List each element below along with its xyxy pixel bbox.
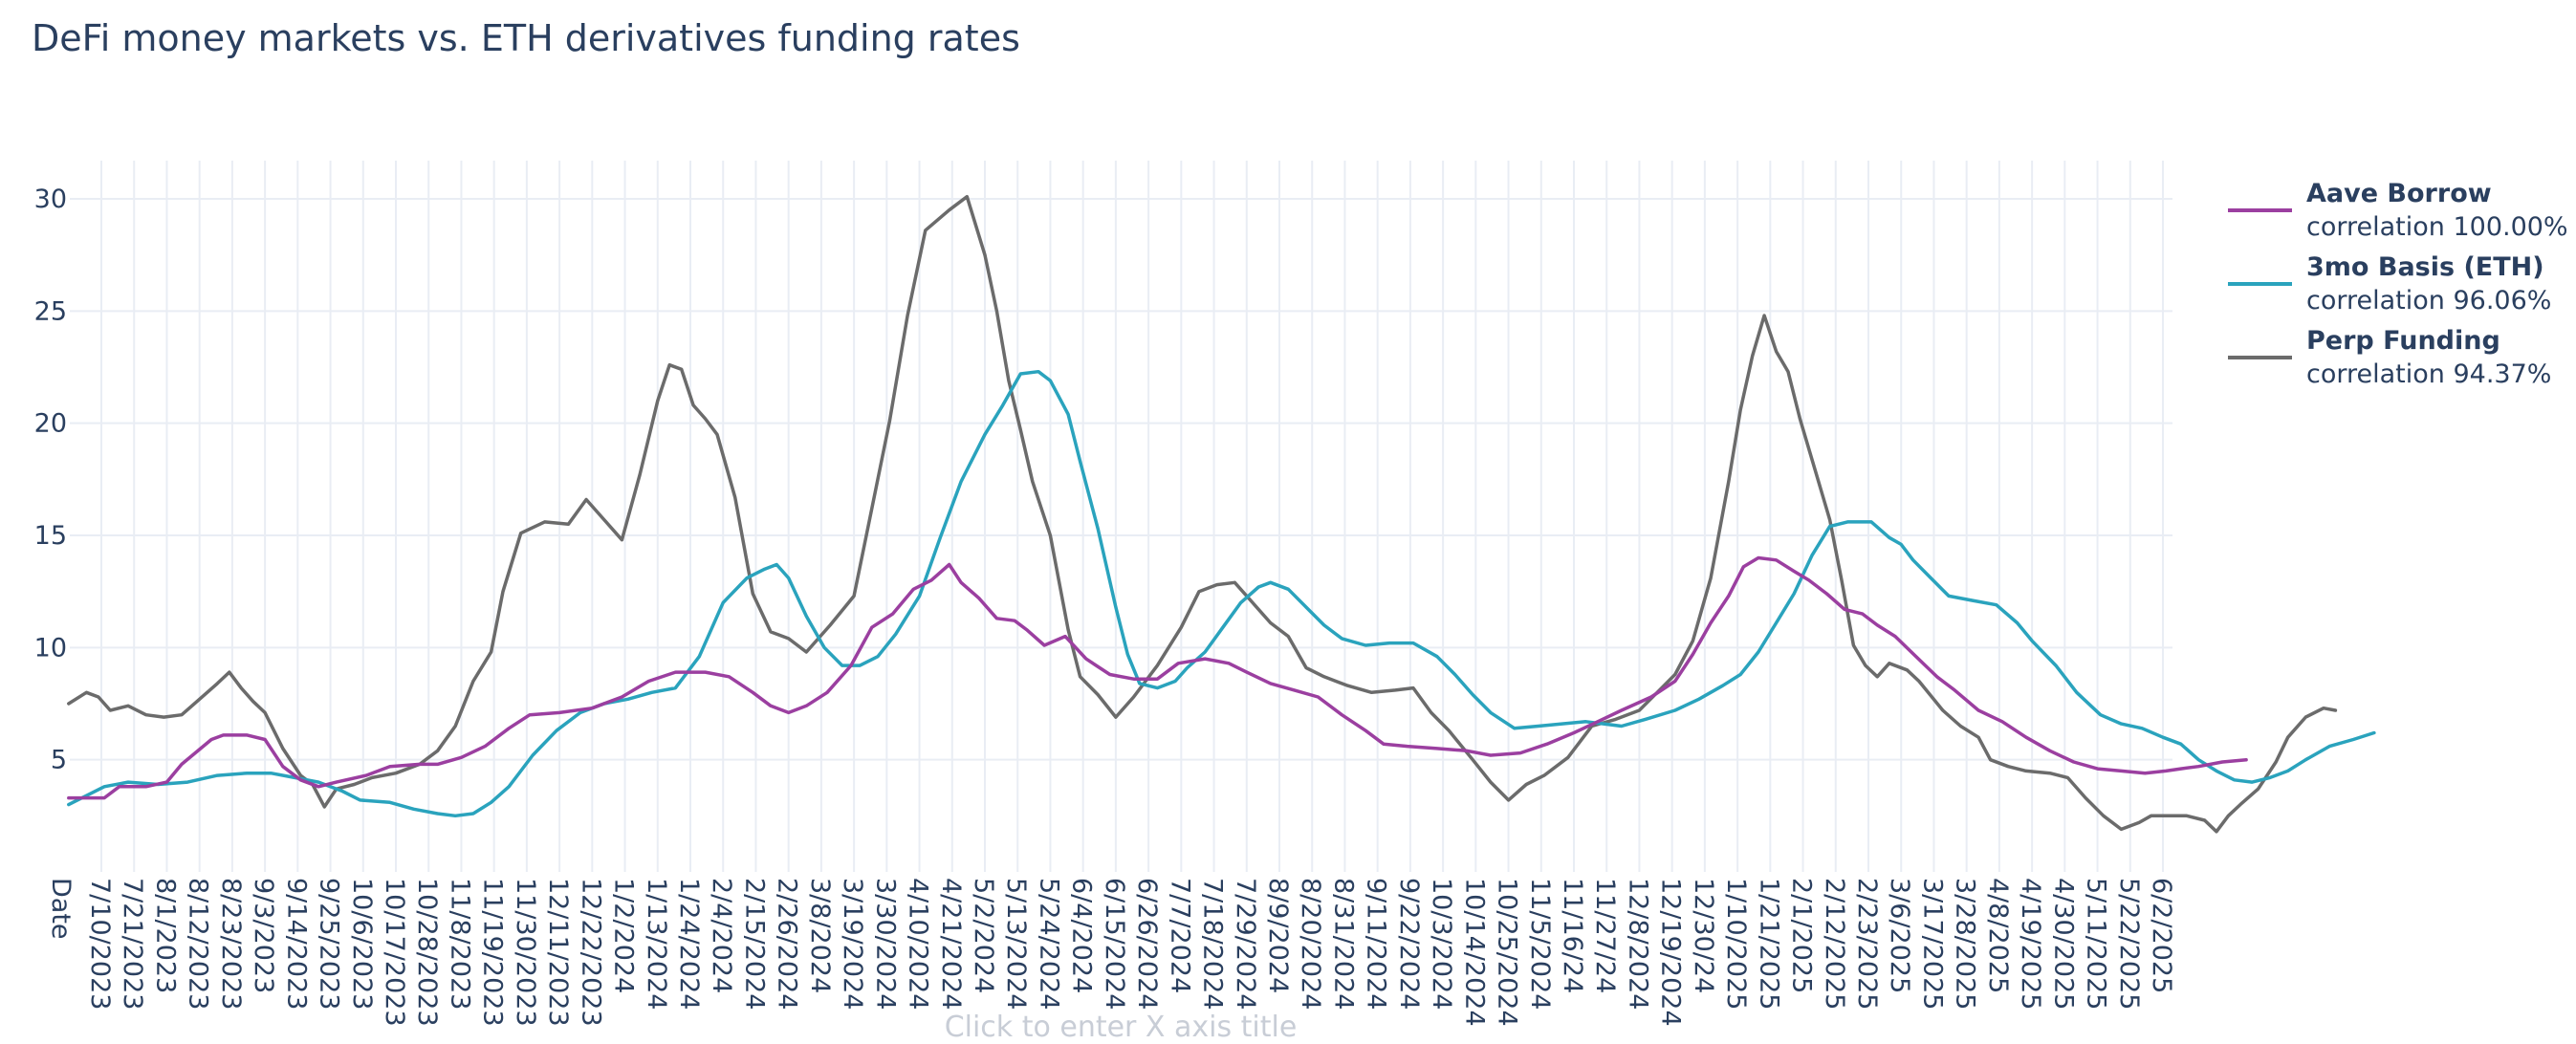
x-tick-label: 4/21/2024 — [936, 878, 966, 1010]
x-tick-label: 10/3/2024 — [1427, 878, 1456, 1010]
x-tick-label: 9/3/2023 — [249, 878, 278, 993]
x-tick-label: 12/11/2023 — [543, 878, 573, 1027]
chart-title: DeFi money markets vs. ETH derivatives f… — [32, 17, 1020, 59]
x-tick-label: 1/21/2025 — [1754, 878, 1783, 1010]
x-tick-label: 8/1/2023 — [150, 878, 180, 993]
x-tick-label: 7/18/2024 — [1198, 878, 1228, 1010]
y-tick-label: 10 — [34, 633, 67, 663]
x-tick-label: 11/8/2023 — [445, 878, 474, 1010]
y-tick-label: 5 — [51, 746, 67, 775]
x-tick-label: 5/13/2024 — [1001, 878, 1031, 1010]
x-tick-label: 10/6/2023 — [347, 878, 377, 1010]
x-tick-label: 2/15/2024 — [739, 878, 769, 1010]
x-axis-date-label: Date — [46, 878, 76, 940]
legend-series-name: Perp Funding — [2306, 326, 2500, 356]
x-tick-label: 9/22/2024 — [1394, 878, 1424, 1010]
x-tick-label: 10/17/2023 — [380, 878, 409, 1027]
x-tick-label: 2/4/2024 — [707, 878, 736, 993]
legend-correlation: correlation 94.37% — [2306, 359, 2551, 389]
legend-item[interactable]: Aave Borrow correlation 100.00% — [2228, 179, 2568, 242]
x-tick-label: 2/1/2025 — [1787, 878, 1817, 993]
x-tick-label: 5/11/2025 — [2082, 878, 2111, 1010]
x-tick-label: 3/17/2025 — [1917, 878, 1947, 1010]
x-tick-label: 8/31/2024 — [1328, 878, 1358, 1010]
legend-item[interactable]: 3mo Basis (ETH) correlation 96.06% — [2228, 252, 2551, 315]
x-tick-label: 11/30/2023 — [511, 878, 540, 1027]
x-tick-label: 3/30/2024 — [870, 878, 900, 1010]
x-tick-label: 11/27/24 — [1590, 878, 1620, 993]
x-tick-label: 1/10/2025 — [1721, 878, 1751, 1010]
x-tick-label: 3/28/2025 — [1951, 878, 1980, 1010]
x-axis-title-placeholder[interactable]: Click to enter X axis title — [945, 1011, 1298, 1044]
x-tick-label: 6/26/2024 — [1132, 878, 1162, 1010]
y-tick-label: 30 — [34, 185, 67, 214]
y-gridlines — [70, 198, 2172, 761]
x-tick-label: 4/19/2025 — [2016, 878, 2045, 1010]
y-tick-label: 15 — [34, 521, 67, 551]
x-tick-label: 5/24/2024 — [1034, 878, 1063, 1010]
legend-series-name: 3mo Basis (ETH) — [2306, 252, 2544, 282]
x-tick-label: 1/2/2024 — [609, 878, 639, 993]
series-line-3mo-basis-eth — [67, 369, 2376, 818]
x-tick-label: 5/2/2024 — [969, 878, 998, 993]
x-tick-label: 6/2/2025 — [2147, 878, 2176, 993]
series-line-aave-borrow — [67, 555, 2248, 800]
x-tick-label: 9/25/2023 — [315, 878, 344, 1010]
series-line-perp-funding — [67, 194, 2338, 834]
x-axis-ticks: 7/10/2023 7/21/2023 8/1/2023 8/12/2023 8/23/… — [85, 878, 2176, 1027]
x-tick-label: 10/25/2024 — [1493, 878, 1522, 1027]
x-tick-label: 1/13/2024 — [642, 878, 671, 1010]
x-tick-label: 10/14/2024 — [1459, 878, 1489, 1027]
x-tick-label: 5/22/2025 — [2114, 878, 2144, 1010]
x-tick-label: 2/26/2024 — [773, 878, 802, 1010]
x-tick-label: 7/29/2024 — [1231, 878, 1260, 1010]
x-tick-label: 9/14/2023 — [281, 878, 311, 1010]
x-tick-label: 3/8/2024 — [805, 878, 835, 993]
legend-correlation: correlation 100.00% — [2306, 212, 2568, 242]
x-tick-label: 11/5/2024 — [1525, 878, 1555, 1010]
x-tick-label: 12/30/24 — [1689, 878, 1718, 993]
x-tick-label: 6/15/2024 — [1100, 878, 1129, 1010]
x-tick-label: 7/10/2023 — [85, 878, 115, 1010]
x-tick-label: 3/19/2024 — [838, 878, 867, 1010]
y-tick-label: 25 — [34, 296, 67, 326]
x-tick-label: 11/16/24 — [1558, 878, 1587, 993]
x-tick-label: 2/23/2025 — [1852, 878, 1882, 1010]
x-tick-label: 3/6/2025 — [1885, 878, 1914, 993]
x-tick-label: 4/10/2024 — [904, 878, 933, 1010]
x-tick-label: 8/12/2023 — [184, 878, 213, 1010]
series-lines — [67, 194, 2376, 834]
x-tick-label: 8/20/2024 — [1296, 878, 1325, 1010]
x-tick-label: 7/7/2024 — [1165, 878, 1194, 993]
x-tick-label: 12/8/2024 — [1623, 878, 1652, 1010]
x-tick-label: 1/24/2024 — [674, 878, 704, 1010]
x-tick-label: 8/9/2024 — [1263, 878, 1293, 993]
legend[interactable]: Aave Borrow correlation 100.00% 3mo Basis … — [2228, 179, 2568, 389]
y-tick-label: 20 — [34, 409, 67, 439]
x-tick-label: 12/22/2023 — [576, 878, 605, 1027]
y-axis-ticks: 5 10 15 20 25 30 — [34, 185, 67, 775]
x-tick-label: 7/21/2023 — [118, 878, 147, 1010]
legend-correlation: correlation 96.06% — [2306, 286, 2551, 315]
x-tick-label: 8/23/2023 — [216, 878, 246, 1010]
x-tick-label: 12/19/2024 — [1656, 878, 1686, 1027]
x-gridlines — [100, 161, 2164, 872]
x-tick-label: 11/19/2023 — [478, 878, 508, 1027]
x-tick-label: 4/30/2025 — [2048, 878, 2078, 1010]
x-tick-label: 4/8/2025 — [1983, 878, 2013, 993]
x-tick-label: 6/4/2024 — [1067, 878, 1097, 993]
x-tick-label: 10/28/2023 — [412, 878, 442, 1027]
x-tick-label: 2/12/2025 — [1820, 878, 1849, 1010]
x-tick-label: 9/11/2024 — [1362, 878, 1391, 1010]
legend-series-name: Aave Borrow — [2306, 179, 2492, 208]
